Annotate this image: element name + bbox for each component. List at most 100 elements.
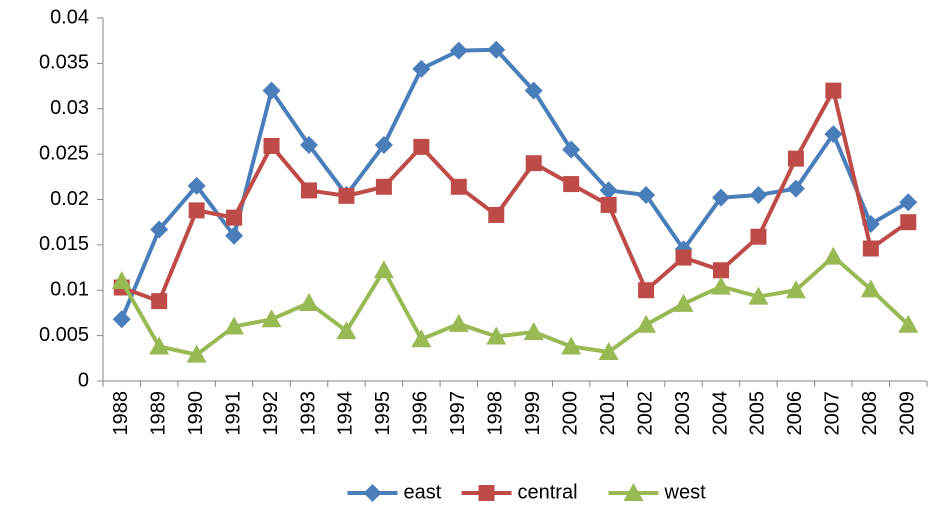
x-tick-label: 1990	[185, 391, 207, 436]
marker	[900, 214, 917, 231]
marker	[711, 276, 731, 295]
marker	[151, 293, 168, 310]
marker	[525, 155, 542, 172]
marker	[149, 336, 170, 355]
x-tick-label: 2003	[672, 391, 694, 436]
marker	[413, 138, 430, 155]
marker	[487, 40, 506, 59]
y-tick-label: 0.035	[39, 52, 89, 74]
x-tick-label: 1994	[335, 391, 357, 436]
marker	[448, 313, 469, 332]
marker	[899, 193, 918, 212]
x-tick-label: 2007	[822, 391, 844, 436]
x-tick-label: 1996	[410, 391, 432, 436]
x-tick-label: 2008	[859, 391, 881, 436]
marker	[600, 196, 617, 213]
marker	[637, 185, 656, 204]
x-tick-label: 1992	[260, 391, 282, 436]
y-tick-label: 0.03	[50, 97, 89, 119]
x-tick-label: 2004	[709, 391, 731, 436]
marker	[563, 176, 580, 193]
marker	[673, 293, 694, 312]
marker	[374, 136, 393, 155]
marker	[638, 282, 655, 299]
marker	[226, 209, 243, 226]
marker	[187, 176, 206, 195]
marker	[713, 262, 729, 279]
marker	[862, 240, 879, 257]
marker	[825, 82, 842, 99]
x-tick-label: 2009	[897, 391, 919, 436]
marker	[261, 309, 282, 328]
marker	[898, 314, 919, 333]
marker	[675, 249, 692, 266]
x-tick-label: 1991	[222, 391, 244, 436]
marker	[750, 228, 767, 245]
series	[111, 246, 919, 363]
legend-label: west	[664, 481, 707, 503]
legend-item: west	[608, 481, 707, 503]
legend-item: central	[461, 481, 578, 503]
marker	[598, 341, 619, 360]
marker	[478, 485, 495, 501]
marker	[373, 260, 394, 279]
marker	[450, 178, 467, 195]
y-tick-label: 0.025	[39, 142, 89, 164]
marker	[787, 150, 804, 167]
marker	[188, 202, 205, 219]
x-tick-label: 1988	[110, 391, 132, 436]
y-tick-label: 0.005	[39, 324, 89, 346]
x-tick-label: 1993	[297, 391, 319, 436]
marker	[363, 484, 382, 502]
y-tick-label: 0	[78, 369, 89, 391]
marker	[263, 137, 280, 154]
marker	[111, 271, 132, 290]
marker	[150, 220, 169, 239]
y-tick-label: 0.02	[50, 188, 89, 210]
marker	[561, 336, 582, 355]
y-tick-label: 0.015	[39, 233, 89, 255]
marker	[785, 280, 806, 299]
marker	[524, 81, 543, 100]
x-tick-label: 1989	[147, 391, 169, 436]
marker	[300, 136, 318, 155]
x-tick-label: 2002	[634, 391, 656, 436]
x-tick-label: 1999	[522, 391, 544, 436]
marker	[186, 344, 207, 363]
marker	[449, 41, 468, 60]
marker	[712, 188, 730, 207]
marker	[412, 59, 431, 78]
legend-label: central	[518, 481, 578, 503]
line	[121, 88, 910, 304]
line	[119, 254, 910, 357]
marker	[562, 140, 581, 159]
marker	[299, 292, 319, 311]
marker	[824, 125, 843, 144]
series	[113, 82, 917, 310]
marker	[749, 185, 768, 204]
marker	[523, 321, 544, 340]
marker	[786, 179, 805, 198]
marker	[599, 181, 618, 200]
marker	[823, 246, 844, 265]
marker	[486, 326, 507, 345]
x-tick-label: 2006	[784, 391, 806, 436]
marker	[748, 286, 769, 305]
marker	[411, 329, 432, 348]
x-tick-label: 2000	[559, 391, 581, 436]
marker	[636, 314, 657, 333]
y-tick-label: 0.01	[50, 279, 89, 301]
legend-item: east	[347, 481, 442, 503]
marker	[375, 178, 392, 195]
legend-label: east	[404, 481, 442, 503]
marker	[336, 321, 357, 340]
x-tick-label: 1995	[372, 391, 394, 436]
line	[119, 47, 910, 321]
marker	[860, 279, 881, 298]
marker	[301, 182, 317, 199]
marker	[488, 206, 505, 223]
marker	[112, 310, 131, 329]
x-tick-label: 1997	[447, 391, 469, 436]
marker	[338, 187, 355, 204]
